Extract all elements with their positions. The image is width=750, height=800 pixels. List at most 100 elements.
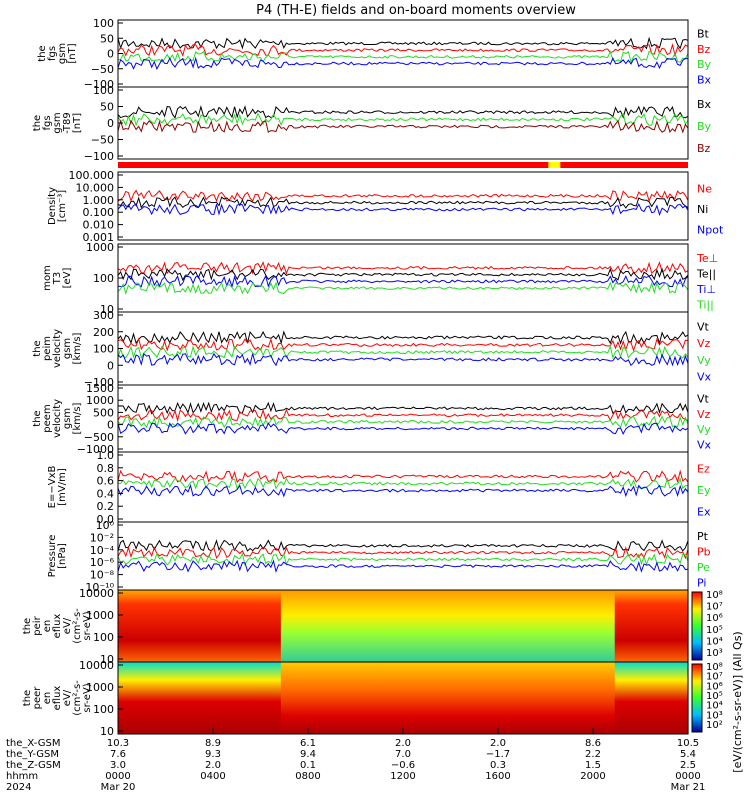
heatmap-column xyxy=(455,590,461,662)
heatmap-column xyxy=(533,590,538,662)
heatmap-column xyxy=(134,590,139,662)
trace-Te|| xyxy=(117,267,689,282)
x-tick-label: −1.7 xyxy=(486,749,510,760)
y-axis-label-line: peir xyxy=(32,615,43,635)
heatmap-column xyxy=(618,662,624,734)
trace-Vz xyxy=(117,337,689,353)
heatmap-column xyxy=(394,590,400,662)
heatmap-column xyxy=(683,662,689,734)
heatmap-column xyxy=(411,590,416,662)
heatmap-column xyxy=(362,590,367,662)
heatmap-column xyxy=(236,590,241,662)
heatmap-column xyxy=(647,590,652,662)
heatmap-column xyxy=(541,590,547,662)
heatmap-column xyxy=(521,590,526,662)
heatmap-column xyxy=(504,662,510,734)
heatmap-column xyxy=(582,662,587,734)
heatmap-column xyxy=(659,590,665,662)
legend-Ti||: Ti|| xyxy=(696,298,714,311)
heatmap-column xyxy=(472,662,477,734)
y-axis-label-line: [eV] xyxy=(62,268,73,289)
heatmap-column xyxy=(488,590,494,662)
heatmap-column xyxy=(480,590,486,662)
heatmap-column xyxy=(293,590,298,662)
y-tick-label: 0.6 xyxy=(97,475,115,488)
heatmap-column xyxy=(574,590,579,662)
trace-By xyxy=(118,50,689,64)
heatmap-column xyxy=(618,590,624,662)
heatmap-column xyxy=(337,662,343,734)
heatmap-column xyxy=(451,590,457,662)
heatmap-column xyxy=(651,590,657,662)
colorbar-tick-label: 10³ xyxy=(706,648,723,659)
heatmap-column xyxy=(679,662,685,734)
heatmap-column xyxy=(362,662,367,734)
colorbar-tick-label: 10⁶ xyxy=(706,613,723,624)
heatmap-column xyxy=(500,662,506,734)
heatmap-column xyxy=(537,590,543,662)
panel-frame xyxy=(117,451,689,523)
y-tick-label: 1.0 xyxy=(97,449,115,462)
heatmap-column xyxy=(590,662,595,734)
heatmap-column xyxy=(439,662,445,734)
heatmap-column xyxy=(447,590,453,662)
y-axis-label: momT3[eV] xyxy=(42,265,73,291)
heatmap-column xyxy=(468,662,473,734)
y-tick-label: 100 xyxy=(93,703,114,716)
heatmap-column xyxy=(455,662,461,734)
heatmap-column xyxy=(130,590,135,662)
plot-title: P4 (TH-E) fields and on-board moments ov… xyxy=(256,3,576,18)
y-tick-label: 0 xyxy=(107,419,114,432)
heatmap-column xyxy=(211,590,217,662)
legend-Vy: Vy xyxy=(697,423,711,436)
heatmap-column xyxy=(223,590,229,662)
heatmap-column xyxy=(521,662,526,734)
x-tick-label: 2.0 xyxy=(490,738,506,749)
x-tick-label: 0.3 xyxy=(490,760,506,771)
status-bar-marker xyxy=(548,162,561,168)
colorbar-tick-label: 10³ xyxy=(706,710,723,721)
legend-Te⊥: Te⊥ xyxy=(696,252,718,265)
heatmap-column xyxy=(460,590,465,662)
y-tick-label: 500 xyxy=(93,406,114,419)
heatmap-column xyxy=(382,590,388,662)
heatmap-column xyxy=(398,662,404,734)
heatmap-column xyxy=(443,662,449,734)
heatmap-column xyxy=(268,590,274,662)
legend-Ni: Ni xyxy=(697,203,708,216)
heatmap-column xyxy=(431,662,437,734)
heatmap-column xyxy=(146,590,152,662)
y-axis-label-line: eV/ xyxy=(62,689,73,706)
heatmap-column xyxy=(170,590,176,662)
y-axis-label: thepeirenefluxeV/(cm²-s-sr-eV) xyxy=(22,608,93,644)
heatmap-column xyxy=(561,662,567,734)
x-tick-label: 9.4 xyxy=(300,749,316,760)
trace-Ez xyxy=(117,469,689,484)
heatmap-column xyxy=(639,590,644,662)
y-axis-label-line: the xyxy=(37,45,48,61)
heatmap-column xyxy=(512,662,518,734)
heatmap-column xyxy=(675,590,681,662)
heatmap-column xyxy=(248,590,253,662)
heatmap-column xyxy=(297,662,302,734)
heatmap-column xyxy=(211,662,217,734)
heatmap-column xyxy=(252,662,258,734)
heatmap-column xyxy=(647,662,652,734)
heatmap-column xyxy=(166,662,172,734)
trace-Ex xyxy=(117,483,689,498)
heatmap-column xyxy=(378,662,384,734)
colorbar xyxy=(691,591,703,661)
trace-Vt xyxy=(117,401,689,415)
heatmap-column xyxy=(175,590,180,662)
y-axis-label-line: en xyxy=(42,692,53,705)
y-axis-label-line: the xyxy=(32,115,43,131)
heatmap-column xyxy=(138,662,144,734)
y-tick-label: 10⁰ xyxy=(96,519,115,532)
panel-frame xyxy=(117,521,689,591)
x-tick-label: 5.4 xyxy=(680,749,696,760)
heatmap-column xyxy=(276,590,282,662)
y-tick-label: 0.8 xyxy=(97,462,115,475)
legend-Vz: Vz xyxy=(697,408,711,421)
heatmap-column xyxy=(203,590,209,662)
